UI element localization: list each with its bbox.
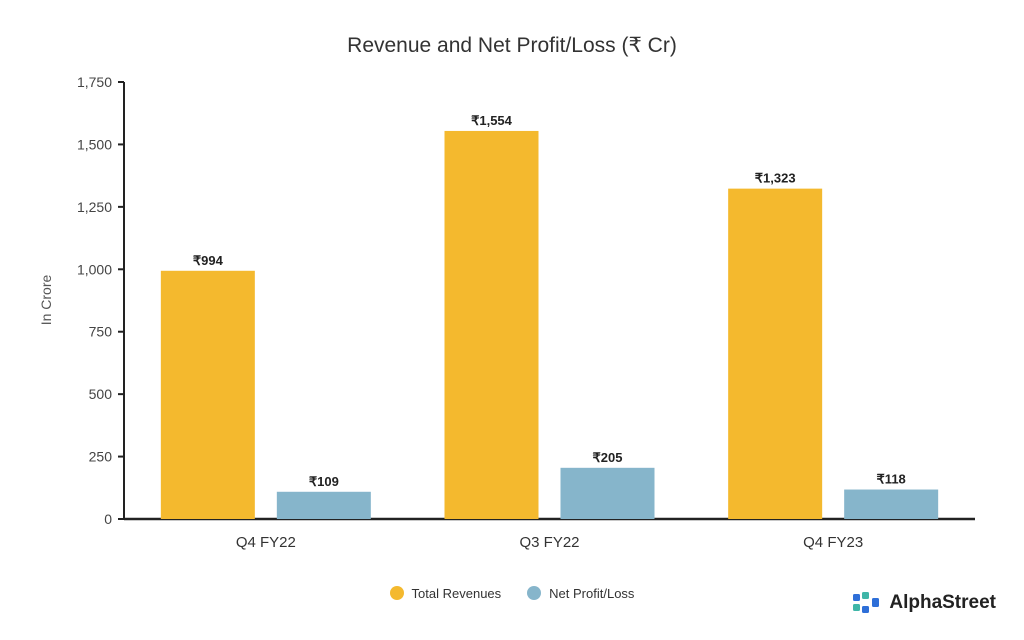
bar-net-profit-loss <box>560 467 655 519</box>
data-labels: ₹994 ₹109 ₹1,554 ₹205 ₹1,323 ₹118 <box>193 113 906 489</box>
bar-total-revenues <box>160 270 255 519</box>
data-label-total-revenues: ₹1,554 <box>471 113 513 128</box>
x-category-label: Q3 FY22 <box>519 534 579 551</box>
y-tick-label: 1,250 <box>77 199 112 215</box>
data-label-net-profit-loss: ₹205 <box>593 450 623 465</box>
legend-swatch-total-revenues <box>389 586 404 600</box>
bar-total-revenues <box>444 130 539 519</box>
legend-item-net-profit-loss: Net Profit/Loss <box>527 583 634 603</box>
revenue-profit-chart: Revenue and Net Profit/Loss (₹ Cr) In Cr… <box>38 34 975 551</box>
bars <box>160 130 939 520</box>
legend-swatch-net-profit-loss <box>527 586 542 600</box>
alphastreet-logo-icon <box>853 592 880 613</box>
data-label-total-revenues: ₹1,323 <box>755 171 796 186</box>
x-category-label: Q4 FY23 <box>803 534 863 551</box>
y-axis-label: In Crore <box>38 275 54 326</box>
legend-item-total-revenues: Total Revenues <box>389 583 502 603</box>
data-label-net-profit-loss: ₹109 <box>309 474 339 489</box>
y-tick-label: 1,750 <box>77 74 112 90</box>
x-category-label: Q4 FY22 <box>236 534 296 551</box>
data-label-total-revenues: ₹994 <box>193 253 224 268</box>
axes: 0 250 500 750 1,000 1,250 1,500 1,750 Q4 FY22 Q3 … <box>77 74 975 551</box>
chart-title: Revenue and Net Profit/Loss (₹ Cr) <box>347 34 677 57</box>
y-tick-label: 0 <box>104 511 112 527</box>
y-tick-label: 500 <box>89 386 113 402</box>
bar-total-revenues <box>728 188 823 520</box>
brand-name: AlphaStreet <box>889 592 996 613</box>
bar-net-profit-loss <box>276 491 371 519</box>
bar-net-profit-loss <box>844 489 939 519</box>
y-tick-label: 250 <box>89 449 113 465</box>
brand: AlphaStreet <box>853 592 996 614</box>
y-tick-label: 1,500 <box>77 136 112 152</box>
y-tick-label: 1,000 <box>77 261 112 277</box>
legend-label-net-profit-loss: Net Profit/Loss <box>549 585 635 601</box>
y-tick-label: 750 <box>89 324 113 340</box>
data-label-net-profit-loss: ₹118 <box>877 472 906 487</box>
legend: Total Revenues Net Profit/Loss <box>0 583 1024 603</box>
legend-label-total-revenues: Total Revenues <box>411 585 502 601</box>
